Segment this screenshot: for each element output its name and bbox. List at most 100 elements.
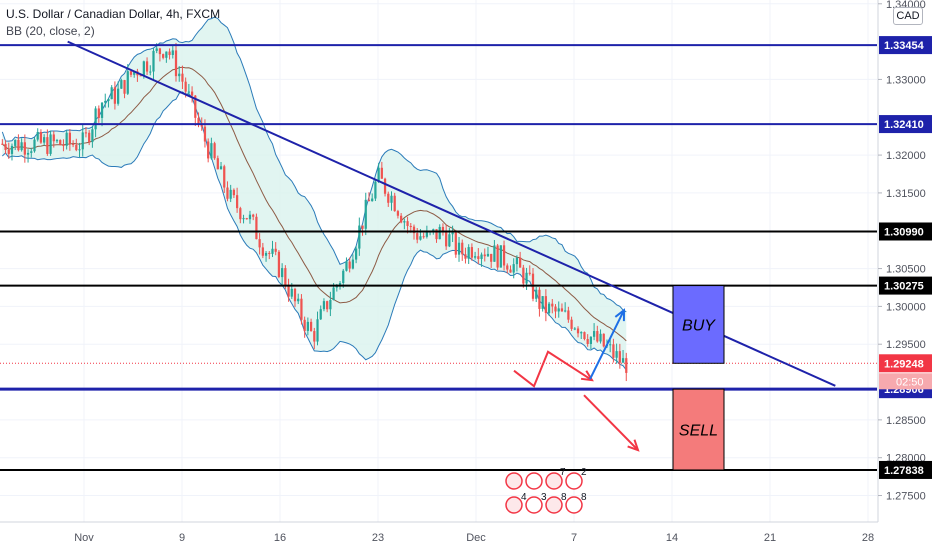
candle-body (483, 254, 486, 257)
candle-body (255, 216, 258, 240)
candle-body (441, 226, 445, 231)
candle-body (547, 303, 551, 313)
candle-body (435, 229, 438, 240)
candle-body (522, 267, 525, 284)
candle-body (502, 245, 506, 266)
event-flag-icon (565, 472, 583, 490)
current-price-label: 1.29248 (884, 358, 924, 370)
level-price-label: 1.30275 (884, 281, 924, 293)
candle-body (20, 142, 23, 151)
candle-body (216, 158, 219, 170)
price-tick-label: 1.33000 (886, 74, 926, 86)
bar-countdown-label: 02:50 (896, 376, 924, 388)
event-flag-icon (525, 472, 543, 490)
candle-body (592, 331, 596, 337)
candle-body (496, 245, 499, 268)
event-markers: 7 2 4 3 8 8 (505, 467, 587, 514)
candle-body (133, 71, 136, 75)
candle-body (97, 108, 100, 118)
candle-body (303, 319, 306, 331)
candle-body (470, 247, 474, 258)
candle-body (586, 339, 589, 344)
time-tick-label: 23 (372, 532, 384, 544)
candle-body (396, 211, 400, 216)
candle-body (576, 328, 580, 334)
candle-body (609, 344, 612, 346)
buy-label: BUY (682, 317, 716, 334)
candle-body (284, 268, 287, 287)
level-price-tag (879, 276, 932, 295)
buy-box (672, 285, 725, 364)
candle-body (448, 234, 451, 247)
candle-body (39, 131, 43, 143)
candle-body (345, 261, 348, 271)
candle-body (55, 140, 59, 142)
candle-body (493, 245, 496, 262)
candle-body (116, 88, 120, 104)
candle-body (219, 166, 223, 170)
candle-body (232, 189, 236, 196)
candle-body (306, 321, 309, 331)
retest-arrow-head (580, 370, 594, 382)
price-tick-label: 1.27500 (886, 491, 926, 503)
currency-badge[interactable]: CAD (893, 7, 923, 25)
candle-body (419, 236, 422, 240)
time-tick-label: 14 (666, 532, 678, 544)
candle-body (190, 91, 194, 96)
candle-body (239, 208, 242, 220)
candle-body (178, 73, 181, 77)
event-count: 4 (521, 492, 527, 503)
candle-body (432, 229, 435, 232)
sell-breakdown-arrow-head (627, 439, 640, 452)
chart-legend: U.S. Dollar / Canadian Dollar, 4h, FXCM … (6, 6, 220, 40)
candle-body (393, 195, 396, 212)
candle-body (181, 73, 184, 82)
candle-body (104, 100, 107, 103)
candle-body (152, 50, 155, 72)
candle-body (348, 261, 351, 269)
candle-body (621, 358, 625, 363)
candle-body (525, 272, 528, 284)
price-axis[interactable]: 1.34000 1.33000 1.32000 1.31500 1.30500 1.300… (877, 0, 932, 550)
candle-body (583, 332, 586, 340)
candle-body (165, 51, 168, 58)
candle-body (367, 199, 371, 202)
candle-body (281, 268, 284, 278)
candle-body (506, 265, 509, 270)
candle-body (406, 221, 409, 226)
event-count: 8 (561, 492, 567, 503)
candle-body (512, 264, 515, 273)
candles (1, 42, 628, 382)
bollinger-bands (1, 16, 627, 371)
time-axis[interactable]: Nov 9 16 23 Dec 7 14 21 28 (0, 521, 878, 544)
level-price-tag (879, 115, 932, 134)
price-tick-label: 1.28500 (886, 415, 926, 427)
candle-body (226, 187, 229, 199)
candle-body (364, 199, 367, 229)
candle-body (380, 167, 383, 179)
candle-body (123, 80, 126, 94)
candle-body (480, 254, 483, 259)
bar-countdown-tag (879, 373, 932, 390)
candle-body (464, 254, 467, 259)
candle-body (400, 215, 403, 223)
candle-body (515, 257, 519, 265)
candle-body (120, 80, 123, 89)
candle-body (23, 142, 26, 155)
candle-body (438, 226, 441, 240)
candle-body (7, 149, 10, 154)
symbol-title: U.S. Dollar / Canadian Dollar, 4h, FXCM (6, 7, 221, 21)
candle-body (486, 253, 490, 257)
event-count: 2 (581, 467, 587, 478)
candle-body (33, 139, 36, 152)
candle-body (422, 236, 425, 238)
bb-fill (2, 17, 627, 370)
candle-body (618, 351, 621, 363)
candle-body (461, 242, 464, 255)
event-count: 8 (581, 492, 587, 503)
candle-body (457, 242, 461, 255)
candle-body (554, 306, 557, 312)
candle-body (91, 129, 94, 143)
candle-body (264, 252, 268, 256)
